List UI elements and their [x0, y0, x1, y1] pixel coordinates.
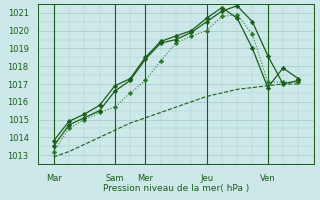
X-axis label: Pression niveau de la mer( hPa ): Pression niveau de la mer( hPa )	[103, 184, 249, 193]
